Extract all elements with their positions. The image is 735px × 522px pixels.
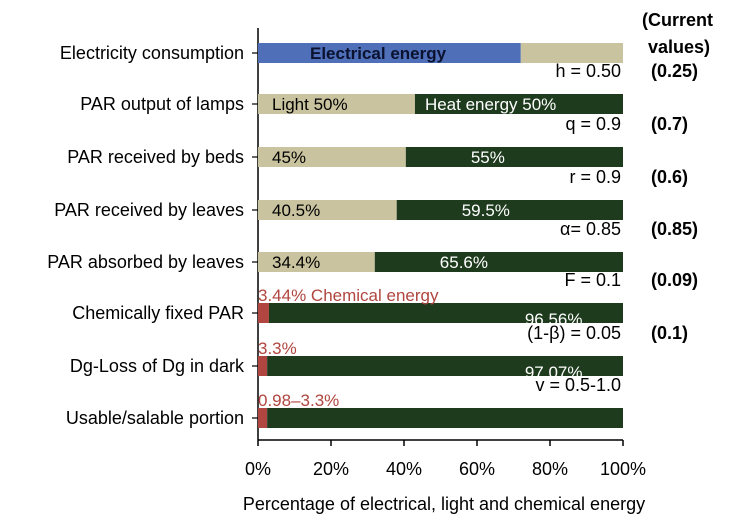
current-value-label: (0.85) xyxy=(651,219,698,239)
bar-segment-light xyxy=(258,200,397,220)
current-value-label: (0.1) xyxy=(651,323,688,343)
category-label: Chemically fixed PAR xyxy=(72,303,244,323)
bar-segment-chemical xyxy=(258,408,268,428)
parameter-label: F = 0.1 xyxy=(564,270,621,290)
current-value-label: (0.6) xyxy=(651,167,688,187)
category-label: Dg-Loss of Dg in dark xyxy=(70,356,245,376)
current-values-header-line2: values) xyxy=(648,37,710,57)
bar-segment-light xyxy=(258,252,375,272)
x-tick-label: 40% xyxy=(386,459,422,479)
parameter-label: q = 0.9 xyxy=(565,114,621,134)
x-axis-label: Percentage of electrical, light and chem… xyxy=(243,494,645,514)
axis: 0% 20% 40% 60% 80% 100% xyxy=(245,28,646,479)
category-label: Electricity consumption xyxy=(60,43,244,63)
bar-segment-chemical xyxy=(258,356,268,376)
category-label: PAR received by leaves xyxy=(54,200,244,220)
x-tick-label: 20% xyxy=(313,459,349,479)
bar-segment-light xyxy=(258,147,406,167)
segment-label: 34.4% xyxy=(272,253,320,272)
parameter-label: v = 0.5-1.0 xyxy=(535,375,621,395)
segment-label: Heat energy 50% xyxy=(425,95,556,114)
segment-label: 3.3% xyxy=(258,339,297,358)
category-label: PAR received by beds xyxy=(67,147,244,167)
bar-segment-heat xyxy=(267,408,623,428)
current-values-header-line1: (Current xyxy=(642,10,713,30)
current-value-label: (0.7) xyxy=(651,114,688,134)
segment-label: Electrical energy xyxy=(310,44,447,63)
segment-label: 0.98–3.3% xyxy=(258,391,339,410)
segment-label: 55% xyxy=(471,148,505,167)
segment-label: 97.07% xyxy=(525,363,583,382)
category-label: Usable/salable portion xyxy=(66,408,244,428)
parameter-label: (1-β) = 0.05 xyxy=(527,323,621,343)
bar-segment-heat xyxy=(396,200,623,220)
category-label: PAR output of lamps xyxy=(80,94,244,114)
bar-segment-heat xyxy=(267,356,623,376)
x-tick-label: 0% xyxy=(245,459,271,479)
bar-segment-heat xyxy=(268,303,623,323)
segment-label: 3.44% Chemical energy xyxy=(258,286,439,305)
category-label: PAR absorbed by leaves xyxy=(47,252,244,272)
current-value-label: (0.09) xyxy=(651,270,698,290)
bar-segment-electrical xyxy=(258,43,521,63)
current-value-label: (0.25) xyxy=(651,61,698,81)
x-tick-label: 100% xyxy=(600,459,646,479)
segment-label: 45% xyxy=(272,148,306,167)
x-tick-label: 60% xyxy=(459,459,495,479)
bar-segment-chemical xyxy=(258,303,269,323)
parameter-label: r = 0.9 xyxy=(569,167,621,187)
segment-label: 65.6% xyxy=(440,253,488,272)
bar-segment-heat xyxy=(405,147,623,167)
labels: Electricity consumption Electrical energy… xyxy=(47,43,698,428)
bar-segment-heat xyxy=(414,94,623,114)
segment-label: 59.5% xyxy=(462,201,510,220)
segment-label: 40.5% xyxy=(272,201,320,220)
x-tick-label: 80% xyxy=(532,459,568,479)
bar-segment-heat xyxy=(374,252,623,272)
segment-label: Light 50% xyxy=(272,95,348,114)
parameter-label: α= 0.85 xyxy=(560,219,621,239)
parameter-label: h = 0.50 xyxy=(555,61,621,81)
bar-segment-light xyxy=(520,43,623,63)
bar-segment-light xyxy=(258,94,415,114)
segment-label: 96.56% xyxy=(525,310,583,329)
bars xyxy=(258,43,623,428)
